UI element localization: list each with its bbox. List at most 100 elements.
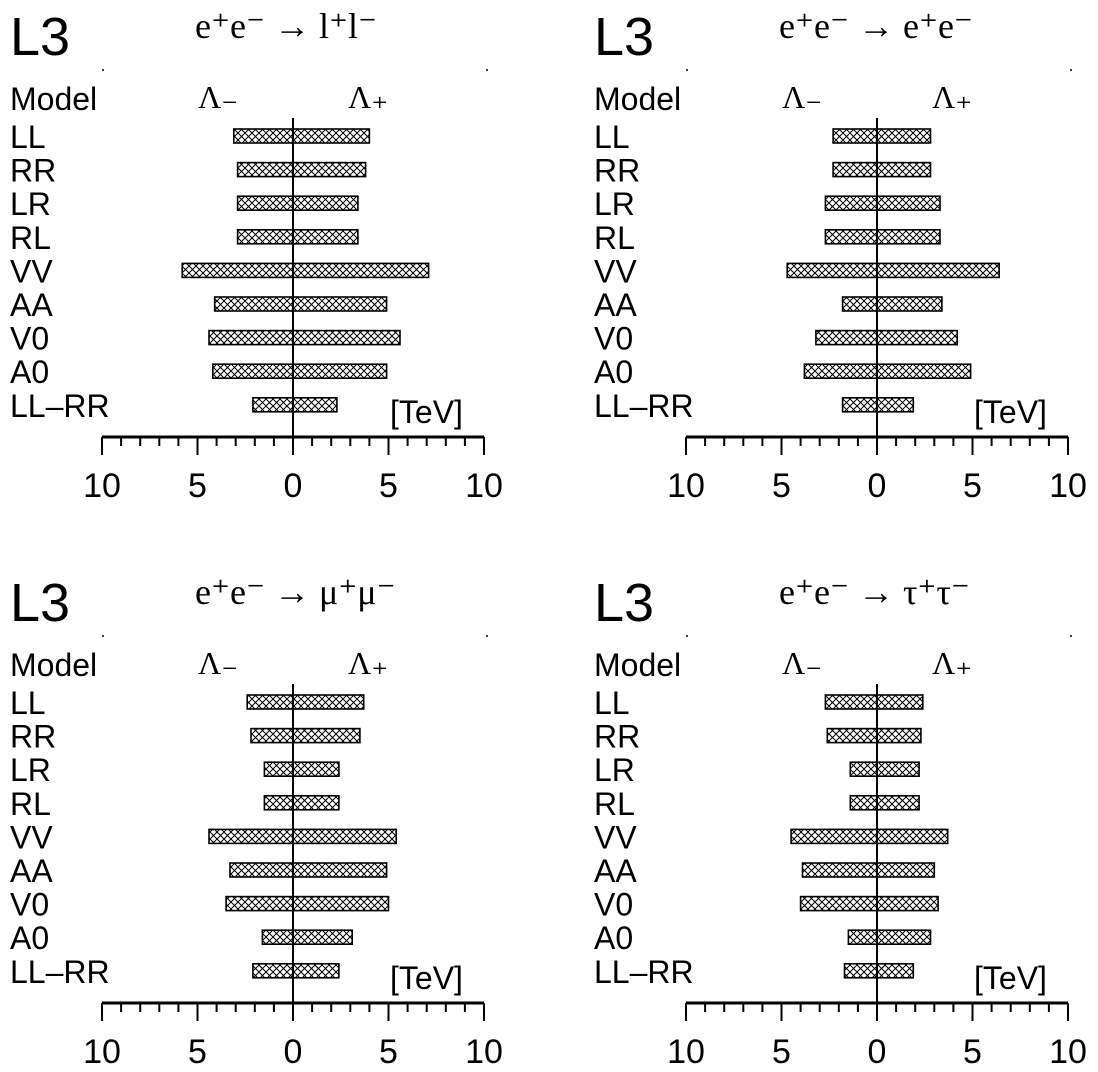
limit-bar: [246, 694, 365, 710]
limit-bar: [236, 161, 367, 178]
model-header: Model: [10, 81, 97, 117]
x-tick-label: 0: [868, 1033, 887, 1071]
limit-bar: [832, 161, 932, 178]
limit-bar: [252, 396, 338, 413]
model-label: LR: [594, 752, 635, 788]
limit-bar: [790, 828, 949, 845]
model-label: V0: [594, 887, 633, 923]
limit-bar: [236, 229, 359, 245]
limit-bar: [832, 128, 932, 144]
lambda-plus-header: Λ₊: [348, 645, 388, 681]
experiment-label: L3: [594, 573, 654, 633]
lambda-minus-header: Λ₋: [782, 79, 822, 115]
limit-bar: [229, 862, 388, 878]
limit-bar: [213, 296, 388, 312]
model-label: AA: [10, 853, 53, 889]
lambda-plus-header: Λ₊: [932, 645, 972, 681]
model-label: LL: [10, 119, 46, 155]
corner-mark: [686, 69, 688, 71]
limit-bar: [786, 262, 1000, 279]
model-label: V0: [10, 321, 49, 357]
x-tick-label: 10: [667, 1033, 705, 1071]
model-label: RR: [10, 719, 56, 755]
model-label: LR: [10, 186, 51, 222]
corner-mark: [102, 69, 104, 71]
experiment-label: L3: [594, 7, 654, 67]
model-label: LL–RR: [594, 954, 694, 990]
model-label: A0: [594, 354, 633, 390]
chart-panel: L3 e⁺e⁻ → l⁺l⁻ Model Λ₋ Λ₊ LLRRLRRLVVAAV0A0LL…: [10, 6, 503, 505]
corner-mark: [486, 69, 488, 71]
model-label: A0: [594, 920, 633, 956]
limit-bar: [847, 929, 932, 946]
x-tick-label: 5: [772, 467, 791, 505]
x-tick-label: 5: [772, 1033, 791, 1071]
limit-bar: [263, 795, 340, 811]
model-label: RR: [594, 719, 640, 755]
model-label: AA: [594, 287, 637, 323]
x-tick-label: 5: [963, 1033, 982, 1071]
limit-bar: [803, 363, 972, 380]
experiment-label: L3: [10, 7, 70, 67]
limit-bar: [843, 962, 915, 979]
limit-bar: [208, 329, 401, 346]
model-label: LL: [594, 685, 630, 721]
model-header: Model: [594, 81, 681, 117]
limit-bar: [799, 895, 939, 912]
corner-mark: [102, 635, 104, 637]
chart-title: e⁺e⁻ → τ⁺τ⁻: [779, 572, 970, 612]
limit-bar: [826, 727, 922, 744]
unit-label: [TeV]: [390, 394, 463, 430]
chart-title: e⁺e⁻ → μ⁺μ⁻: [195, 572, 396, 612]
limit-bar: [181, 262, 430, 279]
limit-bar: [824, 694, 924, 710]
x-tick-label: 10: [465, 1033, 503, 1071]
x-tick-label: 10: [1049, 467, 1087, 505]
model-label: VV: [594, 253, 637, 289]
unit-label: [TeV]: [390, 960, 463, 996]
model-label: AA: [594, 853, 637, 889]
model-label: RL: [10, 220, 51, 256]
model-label: VV: [10, 253, 53, 289]
limit-bar: [263, 761, 340, 777]
limit-bar: [252, 962, 340, 979]
limit-bar: [824, 229, 941, 245]
model-label: LR: [594, 186, 635, 222]
x-tick-label: 5: [379, 467, 398, 505]
limit-bar: [849, 795, 920, 811]
x-tick-label: 5: [188, 1033, 207, 1071]
limit-bar: [250, 727, 361, 744]
lambda-plus-header: Λ₊: [348, 79, 388, 115]
limit-bar: [236, 195, 359, 211]
model-label: LL: [10, 685, 46, 721]
model-label: RL: [594, 220, 635, 256]
limit-bar: [824, 195, 941, 211]
chart-panel: L3 e⁺e⁻ → μ⁺μ⁻ Model Λ₋ Λ₊ LLRRLRRLVVAAV0A0LL…: [10, 572, 503, 1071]
corner-mark: [1070, 635, 1072, 637]
x-tick-label: 10: [465, 467, 503, 505]
limit-bar: [849, 761, 920, 777]
model-label: RR: [10, 153, 56, 189]
chart-panel: L3 e⁺e⁻ → e⁺e⁻ Model Λ₋ Λ₊ LLRRLRRLVVAAV0A0LL…: [594, 6, 1087, 505]
model-label: VV: [10, 819, 53, 855]
model-label: RL: [594, 786, 635, 822]
lambda-minus-header: Λ₋: [198, 645, 238, 681]
corner-mark: [686, 635, 688, 637]
model-label: RR: [594, 153, 640, 189]
model-label: V0: [594, 321, 633, 357]
model-label: A0: [10, 920, 49, 956]
limit-bar: [208, 828, 397, 845]
model-label: AA: [10, 287, 53, 323]
limit-bar: [815, 329, 958, 346]
model-label: LL–RR: [594, 388, 694, 424]
corner-mark: [1070, 69, 1072, 71]
limit-bar: [261, 929, 353, 946]
model-label: LL: [594, 119, 630, 155]
limit-bar: [212, 363, 388, 380]
x-tick-label: 10: [667, 467, 705, 505]
x-tick-label: 5: [379, 1033, 398, 1071]
limit-bar: [225, 895, 390, 912]
x-tick-label: 10: [1049, 1033, 1087, 1071]
model-label: RL: [10, 786, 51, 822]
